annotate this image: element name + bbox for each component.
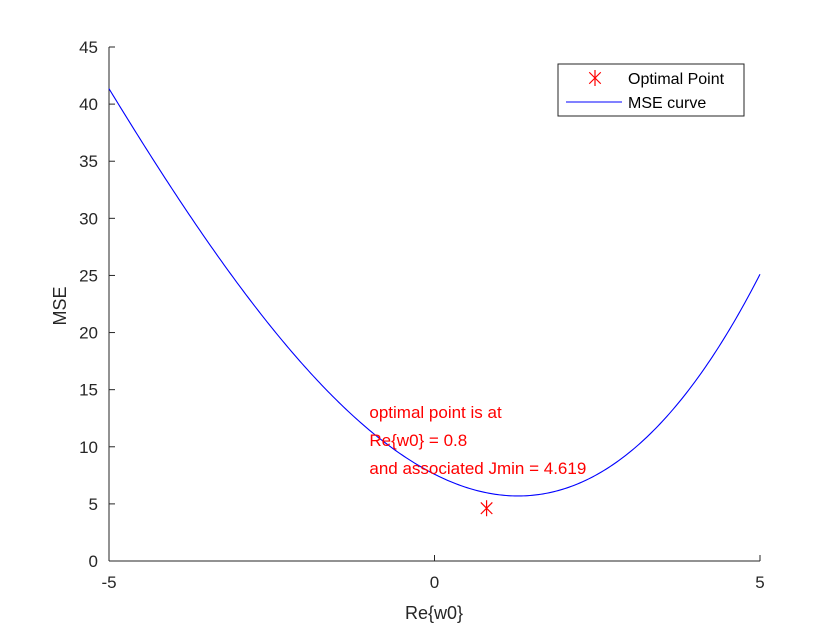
y-tick-label: 25	[79, 266, 98, 285]
y-tick-label: 40	[79, 95, 98, 114]
x-tick-label: -5	[101, 573, 116, 592]
asterisk-stroke	[588, 71, 602, 85]
y-axis-label: MSE	[50, 286, 70, 325]
annotation-line: and associated Jmin = 4.619	[369, 459, 586, 478]
x-axis-label: Re{w0}	[405, 603, 463, 623]
legend-marker-optimal-point	[588, 70, 602, 86]
x-tick-label: 5	[755, 573, 764, 592]
asterisk-stroke	[480, 502, 493, 515]
annotation-line: Re{w0} = 0.8	[369, 431, 467, 450]
x-tick-label: 0	[430, 573, 439, 592]
mse-curve-line	[108, 88, 761, 497]
legend: Optimal Point MSE curve	[557, 63, 745, 117]
annotation-line: optimal point is at	[369, 403, 502, 422]
y-tick-label: 15	[79, 381, 98, 400]
optimal-point-marker	[480, 500, 493, 517]
y-tick-label: 30	[79, 209, 98, 228]
annotation-layer: optimal point is at Re{w0} = 0.8 and assoc…	[369, 403, 586, 478]
legend-label: MSE curve	[628, 95, 706, 112]
legend-label: Optimal Point	[628, 71, 725, 88]
curve-layer	[108, 88, 761, 517]
y-tick-label: 20	[79, 324, 98, 343]
y-tick-label: 5	[89, 495, 98, 514]
y-tick-label: 0	[89, 552, 98, 571]
y-tick-label: 45	[79, 38, 98, 57]
y-tick-label: 10	[79, 438, 98, 457]
y-tick-label: 35	[79, 152, 98, 171]
